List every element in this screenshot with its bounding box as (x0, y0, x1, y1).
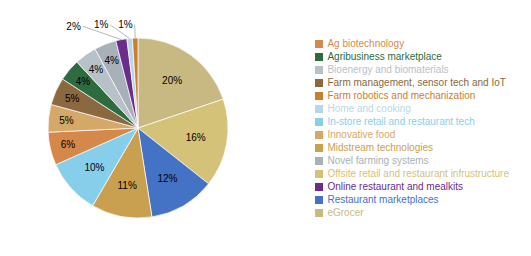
svg-text:4%: 4% (76, 76, 91, 87)
svg-text:5%: 5% (65, 93, 80, 104)
html-text:Bioenergy and biomaterials: Bioenergy and biomaterials (327, 64, 449, 75)
html-text:Online restaurant and mealkits: Online restaurant and mealkits (327, 181, 463, 192)
html-text:Farm management, sensor tech a: Farm management, sensor tech and IoT (327, 77, 506, 88)
svg-text:1%: 1% (94, 19, 109, 30)
svg-text:1%: 1% (118, 19, 133, 30)
html-text:Novel farming systems: Novel farming systems (327, 155, 429, 166)
html-text:eGrocer: eGrocer (327, 207, 364, 218)
svg-text:4%: 4% (105, 55, 120, 66)
svg-text:11%: 11% (118, 180, 137, 191)
html-text:Innovative food: Innovative food (327, 129, 396, 140)
html-text:Farm robotics and mechanizatio: Farm robotics and mechanization (327, 90, 476, 101)
svg-text:2%: 2% (66, 21, 81, 32)
html-text:Restaurant marketplaces: Restaurant marketplaces (327, 194, 439, 205)
svg-text:6%: 6% (61, 139, 76, 150)
svg-text:10%: 10% (84, 162, 104, 173)
svg-text:20%: 20% (162, 75, 182, 86)
html-text:Ag biotechnology: Ag biotechnology (327, 38, 405, 49)
html-text:Offsite retail and restaurant: Offsite retail and restaurant infrustruc… (327, 168, 509, 179)
svg-text:5%: 5% (59, 115, 74, 126)
html-text:In-store retail and restaurant: In-store retail and restaurant tech (327, 116, 475, 127)
svg-text:12%: 12% (158, 173, 178, 184)
html-text:Midstream technologies: Midstream technologies (327, 142, 433, 153)
svg-text:16%: 16% (186, 132, 206, 143)
svg-text:4%: 4% (89, 64, 104, 75)
html-text:Agribusiness marketplace: Agribusiness marketplace (327, 51, 442, 62)
html-text:Home and cooking: Home and cooking (327, 103, 411, 114)
